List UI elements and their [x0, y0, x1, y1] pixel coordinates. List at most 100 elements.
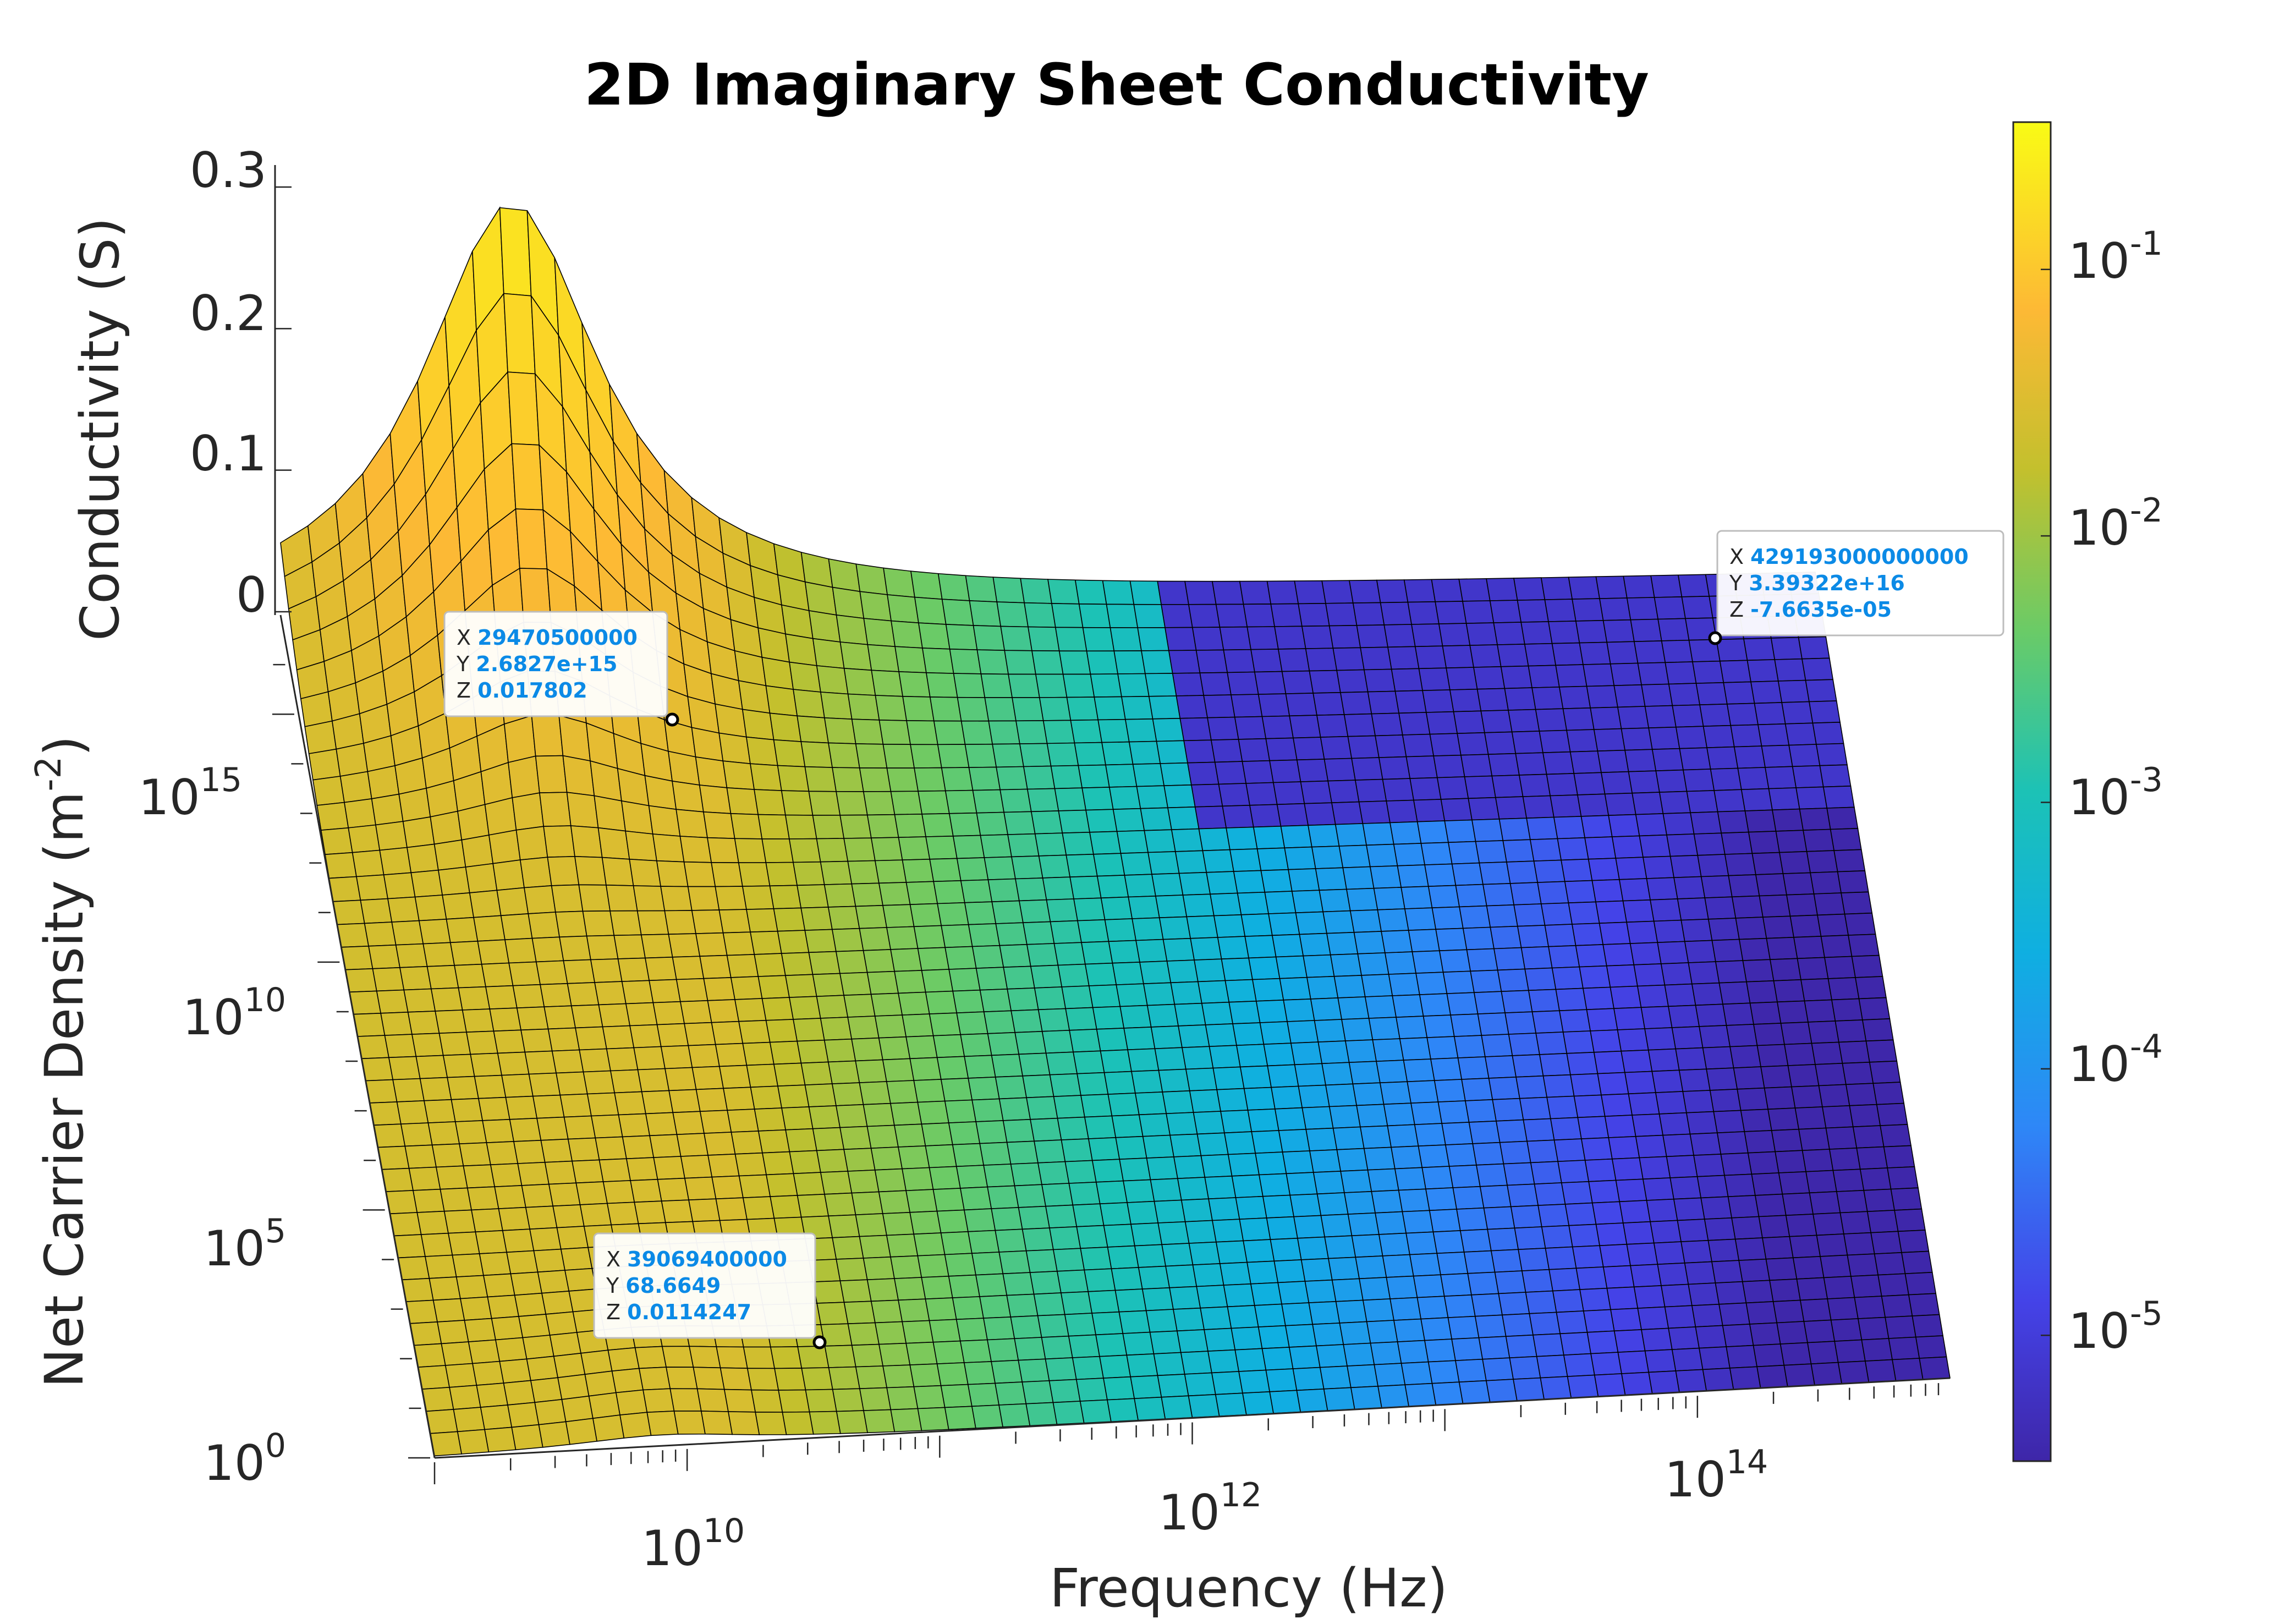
surface-cell — [801, 1367, 833, 1391]
surface-cell — [1810, 1362, 1843, 1386]
surface-cell — [781, 790, 814, 816]
surface-cell — [1188, 603, 1221, 628]
datatip-3-marker[interactable] — [1708, 631, 1722, 645]
y-tick-2: 1010 — [183, 981, 286, 1046]
surface-cell — [1270, 603, 1303, 627]
surface-cell — [430, 1431, 463, 1457]
surface-cell — [1513, 903, 1546, 927]
surface-cell — [1257, 1325, 1290, 1349]
surface-cell — [1534, 1182, 1566, 1206]
surface-cell — [391, 920, 424, 946]
surface-cell — [891, 620, 923, 649]
surface-cell — [1325, 1083, 1358, 1107]
surface-cell — [466, 1030, 498, 1055]
surface-cell — [1827, 977, 1860, 1001]
surface-cell — [1548, 1268, 1581, 1292]
surface-cell — [376, 989, 409, 1014]
surface-cell — [754, 789, 786, 816]
surface-cell — [1864, 1359, 1897, 1383]
surface-cell — [715, 1043, 748, 1067]
surface-cell — [890, 791, 923, 815]
surface-cell — [1746, 659, 1779, 683]
surface-cell — [1243, 1087, 1276, 1111]
surface-cell — [524, 885, 556, 914]
surface-cell — [545, 1311, 578, 1336]
surface-cell — [361, 1057, 394, 1082]
surface-cell — [1011, 855, 1043, 880]
surface-cell — [726, 787, 759, 815]
surface-cell — [1190, 937, 1222, 961]
surface-cell — [1367, 1168, 1399, 1192]
surface-cell — [1702, 1046, 1734, 1070]
surface-cell — [1892, 1358, 1924, 1381]
surface-cell — [592, 1414, 625, 1442]
datatip-3[interactable]: X 429193000000000 Y 3.39322e+16 Z -7.663… — [1708, 530, 2004, 645]
surface-cell — [921, 1122, 953, 1146]
surface-cell — [921, 969, 954, 993]
surface-cell — [921, 648, 954, 674]
surface-cell — [622, 1135, 655, 1160]
surface-cell — [1154, 1047, 1187, 1071]
surface-cell — [1191, 627, 1224, 651]
datatip-1[interactable]: X 29470500000 Y 2.6827e+15 Z 0.017802 — [443, 611, 679, 727]
surface-cell — [889, 1101, 922, 1126]
surface-cell — [1184, 1372, 1216, 1397]
datatip-1-marker[interactable] — [665, 712, 679, 727]
surface-cell — [1402, 733, 1435, 758]
surface-cell — [745, 736, 778, 766]
surface-cell — [1664, 1305, 1696, 1329]
surface-cell — [1480, 710, 1513, 733]
surface-cell — [751, 1389, 783, 1413]
surface-cell — [1648, 1370, 1680, 1395]
surface-cell — [607, 1201, 639, 1226]
surface-cell — [967, 1230, 1000, 1254]
surface-cell — [579, 1203, 612, 1227]
surface-cell — [1383, 624, 1416, 648]
surface-cell — [1680, 1239, 1712, 1264]
surface-cell — [505, 1095, 538, 1120]
surface-cell — [955, 1318, 988, 1342]
datatip-2[interactable]: X 39069400000 Y 68.6649 Z 0.0114247 — [593, 1232, 827, 1349]
datatip-2-marker[interactable] — [812, 1335, 827, 1349]
surface-cell — [1709, 1088, 1742, 1112]
surface-cell — [948, 1274, 980, 1298]
surface-cell — [691, 727, 724, 762]
surface-cell — [1677, 1219, 1709, 1242]
surface-cell — [1738, 937, 1771, 961]
surface-cell — [1716, 638, 1748, 662]
surface-cell — [1850, 1274, 1882, 1298]
surface-cell — [1033, 1292, 1065, 1316]
surface-cell — [824, 1192, 856, 1217]
surface-cell — [1737, 767, 1770, 791]
surface-cell — [754, 1107, 787, 1132]
surface-cell — [395, 943, 428, 968]
surface-cell — [1800, 978, 1832, 1002]
surface-cell — [1288, 1345, 1321, 1369]
surface-cell — [1640, 1006, 1673, 1029]
surface-cell — [1722, 1324, 1754, 1347]
surface-cell — [1286, 1172, 1318, 1196]
surface-cell — [1779, 851, 1811, 874]
surface-cell — [1806, 850, 1838, 874]
surface-cell — [773, 739, 806, 767]
surface-cell — [410, 869, 443, 898]
surface-cell — [831, 928, 864, 952]
surface-cell — [564, 1268, 597, 1292]
surface-cell — [447, 1076, 479, 1100]
surface-cell — [388, 1056, 421, 1080]
surface-cell — [543, 825, 575, 858]
surface-cell — [883, 567, 915, 598]
surface-cell — [499, 207, 532, 297]
surface-cell — [887, 594, 919, 624]
surface-cell — [1812, 721, 1844, 745]
surface-cell — [1131, 917, 1164, 941]
surface-cell — [1794, 1106, 1827, 1130]
surface-cell — [963, 1361, 996, 1385]
surface-cell — [426, 964, 459, 990]
surface-cell — [1364, 995, 1397, 1019]
surface-cell — [516, 1006, 549, 1031]
surface-cell — [1613, 1007, 1646, 1030]
surface-cell — [1611, 1157, 1644, 1181]
surface-cell — [1343, 713, 1376, 737]
surface-cell — [1861, 1338, 1893, 1362]
